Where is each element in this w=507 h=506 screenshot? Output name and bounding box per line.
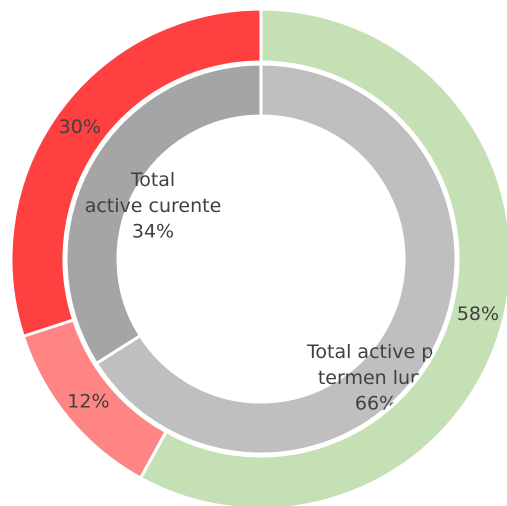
value-label: 30% (59, 116, 101, 138)
value-label: 34% (132, 221, 174, 243)
category-label: Total active pe termen lung (306, 341, 445, 389)
donut-segment (9, 7, 263, 339)
value-label: 12% (67, 390, 109, 412)
donut-segment (94, 62, 458, 456)
value-label: 58% (457, 303, 499, 325)
category-label: Total active curente (85, 169, 222, 217)
donut-segment (64, 62, 263, 366)
donut-segment (138, 7, 507, 506)
